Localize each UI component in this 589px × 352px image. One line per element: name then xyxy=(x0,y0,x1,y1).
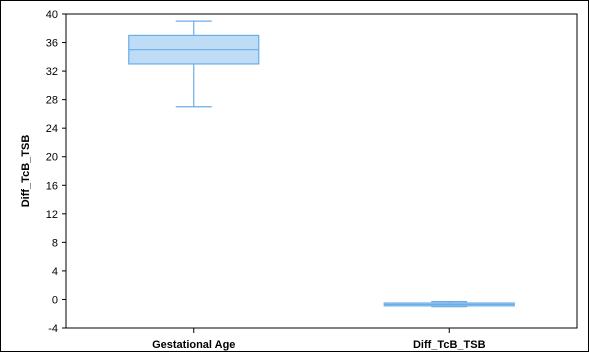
y-tick-label: 36 xyxy=(46,38,58,50)
box-group xyxy=(383,300,515,308)
plot-area-border xyxy=(65,13,578,329)
y-tick-label: 20 xyxy=(46,152,58,164)
y-tick-label: 8 xyxy=(52,237,58,249)
y-tick-label: 32 xyxy=(46,66,58,78)
y-tick-label: 28 xyxy=(46,95,58,107)
y-tick-label: 16 xyxy=(46,180,58,192)
x-category-label: Diff_TcB_TSB xyxy=(413,339,486,351)
x-categories: Gestational Age Diff_TcB_TSB xyxy=(152,328,486,351)
y-tick-label: 4 xyxy=(52,266,58,278)
y-tick-label: 0 xyxy=(52,294,58,306)
axes xyxy=(65,13,578,329)
x-category-label: Gestational Age xyxy=(152,339,235,351)
y-tick-label: 12 xyxy=(46,209,58,221)
y-tick-label: 24 xyxy=(46,123,58,135)
y-tick-label: -4 xyxy=(48,323,58,335)
boxes xyxy=(128,20,515,308)
box-group xyxy=(128,20,260,108)
y-tick-label: 40 xyxy=(46,9,58,21)
y-axis-title: Diff_TcB_TSB xyxy=(20,135,32,208)
